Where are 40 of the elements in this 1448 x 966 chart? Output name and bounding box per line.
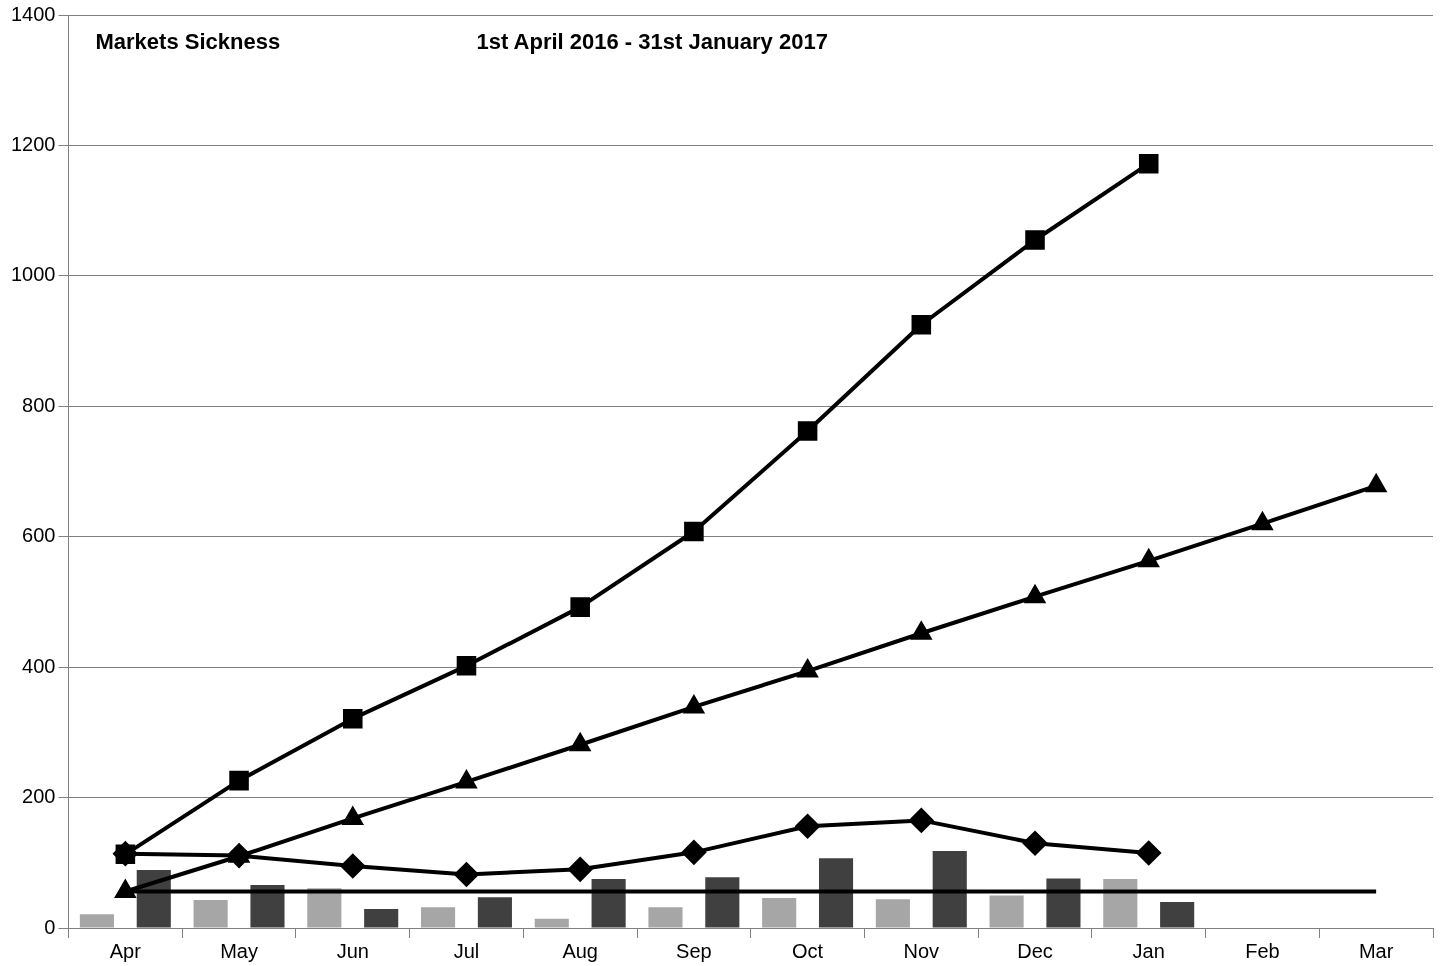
text: Markets Sickness — [95, 29, 281, 55]
point — [795, 814, 820, 839]
point — [1025, 230, 1045, 250]
point — [1138, 153, 1159, 174]
x-tick-label: Feb — [1245, 939, 1280, 962]
point — [340, 854, 365, 879]
point — [681, 840, 706, 865]
y-tick-label: 1400 — [10, 2, 56, 25]
x-tick-label: Apr — [109, 939, 142, 962]
point — [1136, 841, 1161, 865]
x-tick-label: Sep — [676, 939, 712, 962]
point — [568, 857, 593, 882]
point — [456, 656, 477, 676]
y-tick-label: 200 — [22, 785, 56, 808]
point — [909, 808, 934, 833]
x-tick-label: Jun — [336, 939, 369, 962]
x-tick-label: Aug — [562, 939, 598, 962]
point — [229, 770, 249, 791]
x-tick-label: May — [220, 939, 258, 962]
x-tick-label: Nov — [903, 939, 940, 962]
y-tick-label: 0 — [44, 915, 56, 938]
text: 1st April 2016 - 31st January 2017 — [476, 29, 828, 55]
y-tick-label: 1200 — [10, 132, 56, 155]
point — [454, 862, 479, 887]
x-tick-label: Jan — [1132, 939, 1165, 962]
y-tick-label: 800 — [22, 393, 56, 416]
point — [797, 421, 818, 441]
y-tick-label: 1000 — [10, 263, 56, 286]
x-tick-label: Jul — [453, 939, 480, 962]
y-tick-label: 600 — [22, 524, 56, 547]
point — [1023, 831, 1048, 856]
x-tick-label: Mar — [1358, 939, 1394, 962]
x-tick-label: Oct — [792, 939, 824, 962]
x-tick-label: Dec — [1017, 939, 1053, 962]
y-tick-label: 400 — [22, 654, 56, 677]
point — [570, 597, 590, 617]
point — [797, 660, 818, 678]
point — [684, 521, 704, 542]
point — [342, 708, 363, 729]
point — [911, 314, 932, 335]
